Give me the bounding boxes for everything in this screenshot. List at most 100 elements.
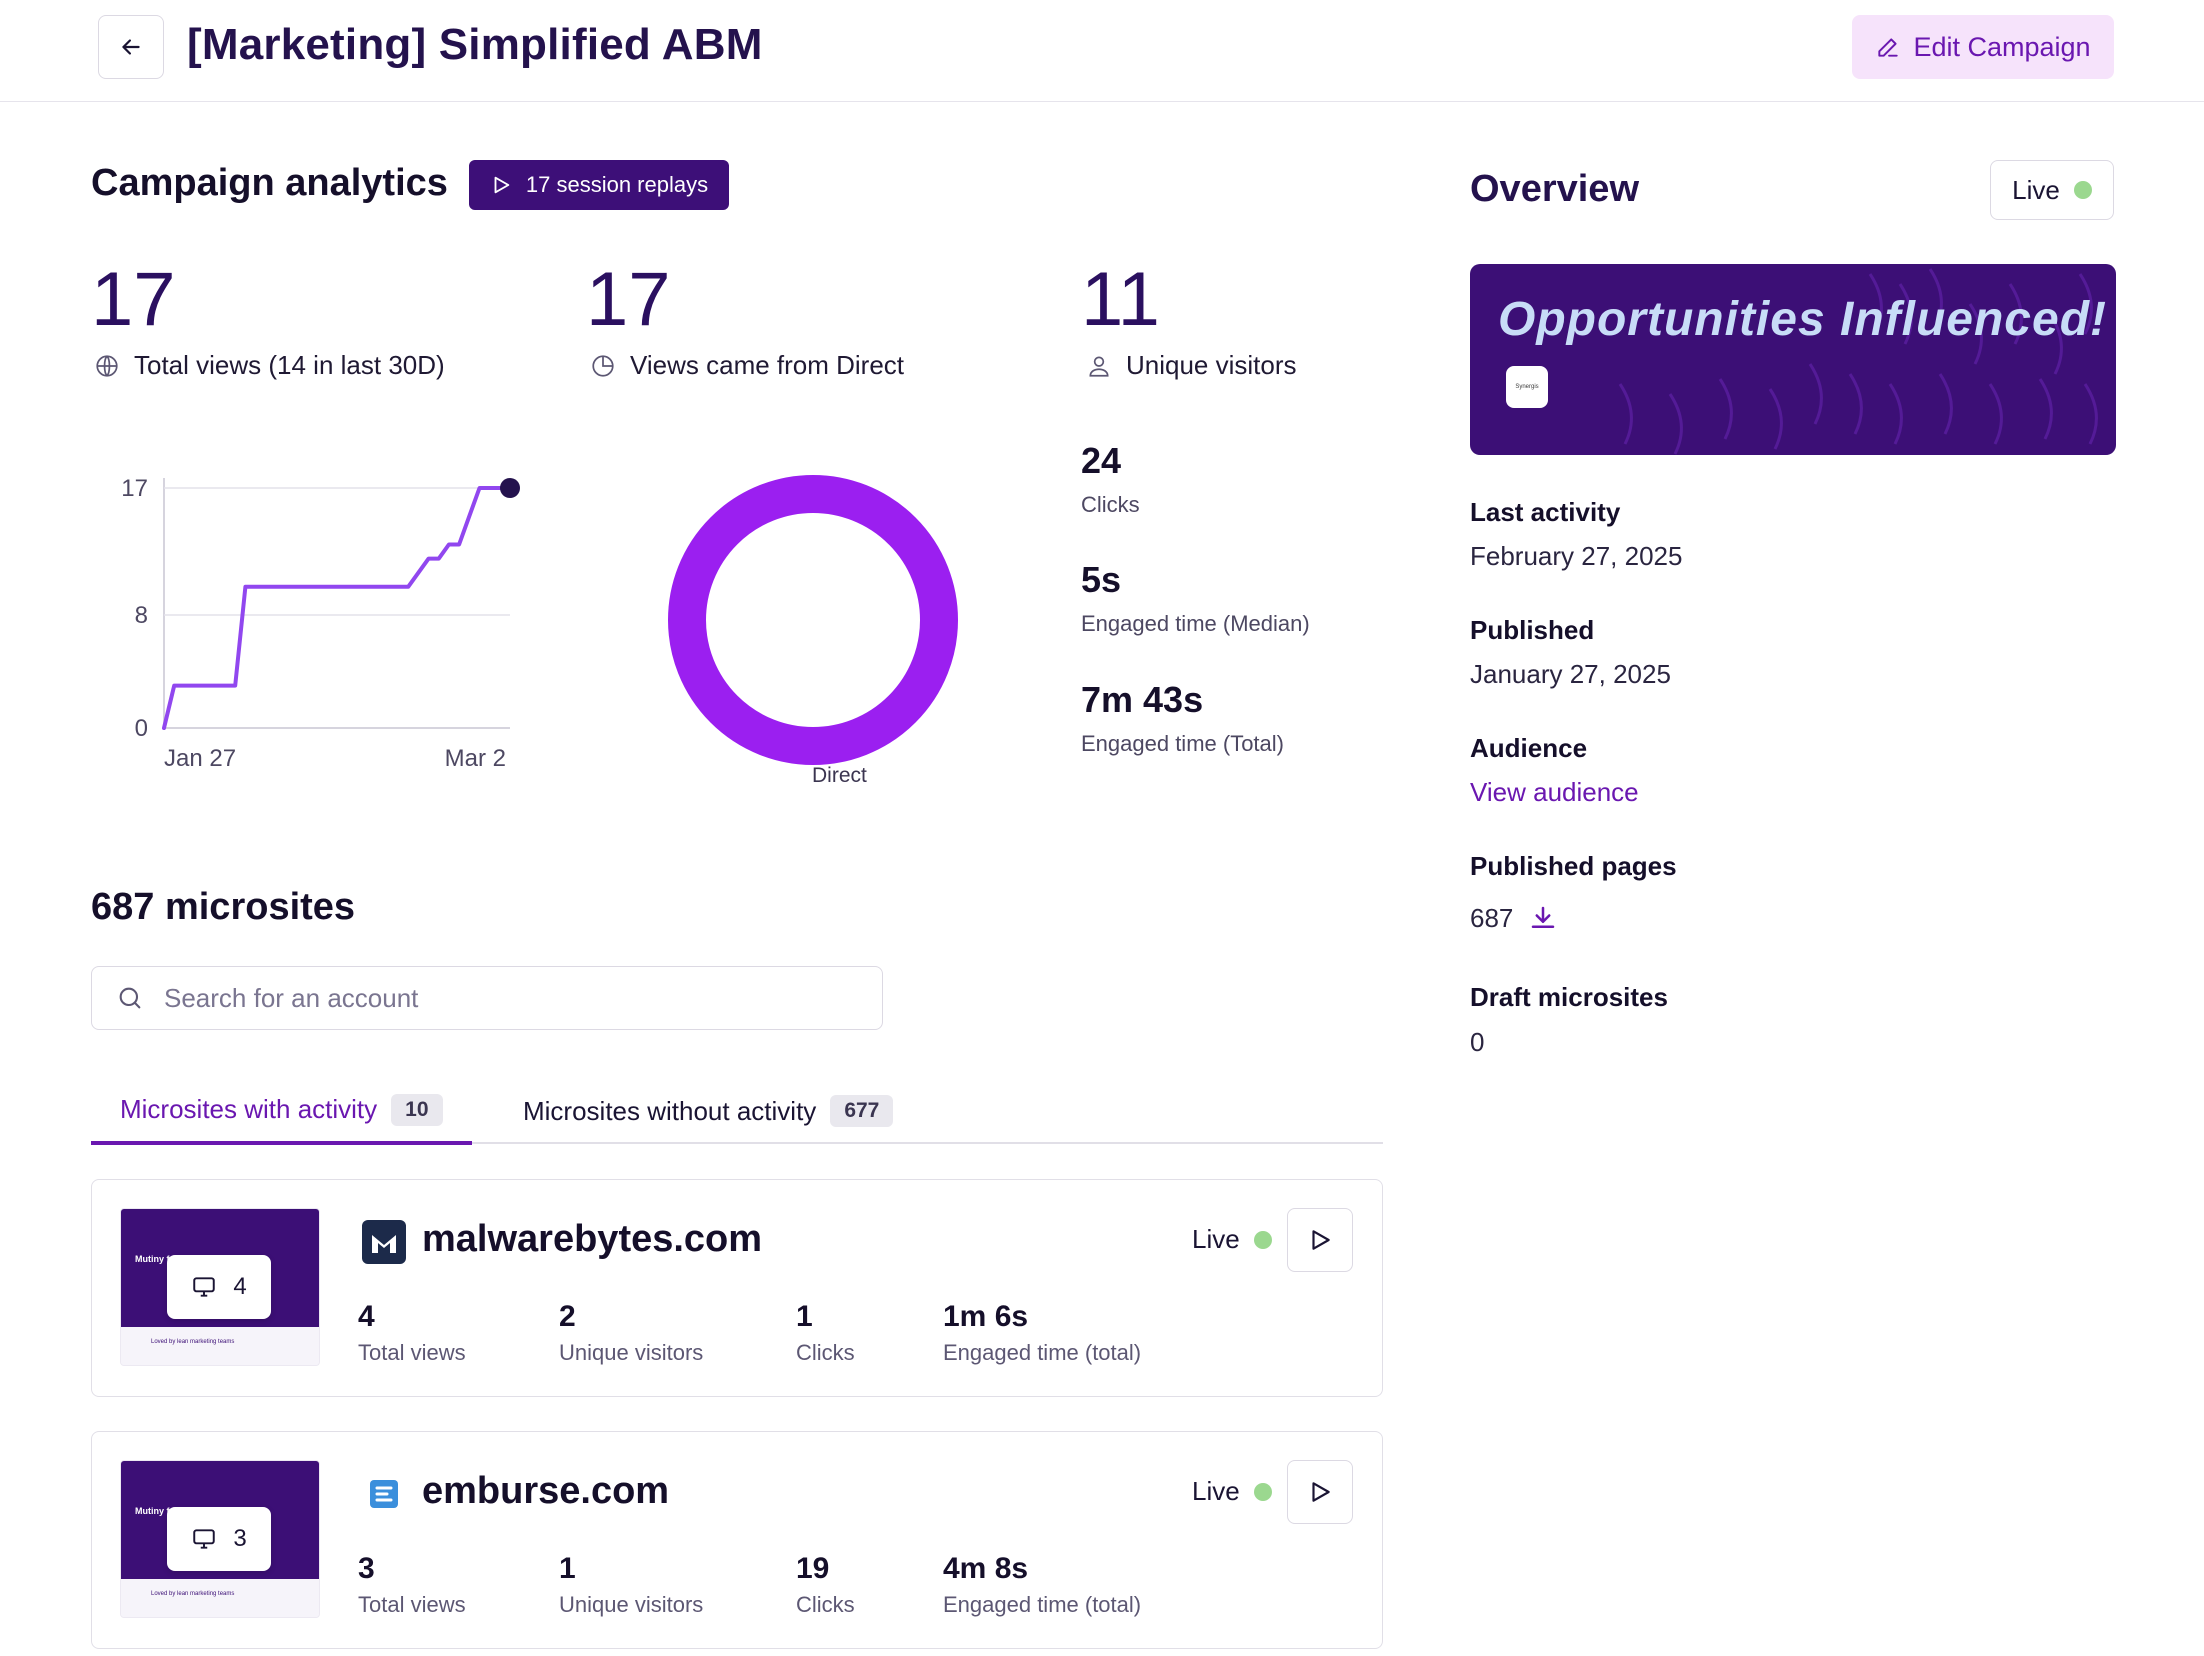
pie-clock-icon [592, 354, 614, 377]
tab-with-activity-label: Microsites with activity [120, 1094, 378, 1124]
donut-slice-label: Direct [812, 764, 867, 787]
direct-views-value: 17 [586, 257, 671, 342]
user-icon [1089, 355, 1109, 377]
malwarebytes-m-icon [372, 1235, 396, 1253]
microsite-engaged-time: 1m 6s [943, 1300, 1029, 1333]
published-pages-value: 687 [1470, 903, 1514, 933]
monitor-icon [193, 1277, 216, 1297]
microsite-thumbnail[interactable]: Mutiny fo Loved by lean marketing teams … [120, 1460, 320, 1618]
total-views-stat: Total views (14 in last 30D) [94, 350, 445, 381]
screen-count-badge: 4 [167, 1255, 271, 1319]
microsite-engaged-time: 4m 8s [943, 1552, 1029, 1585]
views-line-chart: 0 8 17 Jan 27 Mar 2 [121, 475, 520, 772]
microsite-status: Live [1192, 1476, 1272, 1507]
arrow-left-icon [122, 39, 140, 55]
microsite-thumbnail[interactable]: Mutiny fo Loved by lean marketing teams … [120, 1208, 320, 1366]
donut-slice [668, 475, 958, 765]
play-icon [494, 176, 510, 194]
direct-views-label: Views came from Direct [630, 350, 905, 380]
status-label: Live [1192, 1224, 1240, 1254]
last-activity-label: Last activity [1470, 497, 1621, 527]
engaged-median-label: Engaged time (Median) [1081, 611, 1310, 636]
session-replays-button[interactable]: 17 session replays [469, 160, 729, 210]
microsite-card[interactable]: Mutiny fo Loved by lean marketing teams … [91, 1431, 1383, 1649]
published-value: January 27, 2025 [1470, 659, 1671, 689]
download-button[interactable] [1528, 903, 1558, 938]
replay-button[interactable] [1287, 1208, 1353, 1272]
microsite-status: Live [1192, 1224, 1272, 1255]
microsite-unique-visitors-label: Unique visitors [559, 1340, 704, 1365]
unique-visitors-value: 11 [1081, 257, 1160, 342]
analytics-title: Campaign analytics [91, 162, 448, 204]
direct-views-stat: Views came from Direct [590, 350, 904, 381]
tab-without-activity[interactable]: Microsites without activity 677 [523, 1078, 894, 1144]
draft-microsites-label: Draft microsites [1470, 982, 1668, 1012]
globe-icon [96, 354, 118, 377]
overview-title: Overview [1470, 168, 1639, 210]
microsite-card[interactable]: Mutiny fo Loved by lean marketing teams … [91, 1179, 1383, 1397]
x-tick-label: Jan 27 [164, 745, 236, 772]
microsites-title: 687 microsites [91, 886, 356, 928]
microsite-total-views-label: Total views [358, 1340, 466, 1365]
audience-label: Audience [1470, 733, 1588, 763]
microsite-unique-visitors-label: Unique visitors [559, 1592, 704, 1617]
microsite-total-views: 4 [358, 1300, 375, 1333]
microsite-clicks-label: Clicks [796, 1340, 855, 1365]
engaged-total-value: 7m 43s [1081, 679, 1204, 720]
edit-campaign-button[interactable]: Edit Campaign [1852, 15, 2114, 79]
monitor-icon [193, 1529, 216, 1549]
live-dot [1253, 1482, 1272, 1501]
microsite-unique-visitors: 2 [559, 1300, 576, 1333]
engaged-median-value: 5s [1081, 559, 1122, 600]
series-line [162, 486, 512, 730]
microsite-clicks: 1 [796, 1300, 813, 1333]
y-tick-label: 0 [135, 715, 148, 742]
screen-count: 3 [233, 1525, 247, 1552]
unique-visitors-label: Unique visitors [1126, 350, 1297, 380]
last-activity-value: February 27, 2025 [1470, 541, 1683, 571]
banner-pattern [1618, 268, 2098, 455]
microsite-total-views: 3 [358, 1552, 375, 1585]
microsite-engaged-time-label: Engaged time (total) [943, 1340, 1142, 1365]
search-input[interactable] [164, 982, 844, 1014]
emburse-e-icon [370, 1480, 398, 1508]
clicks-label: Clicks [1081, 492, 1140, 517]
live-dot [2073, 181, 2092, 199]
source-donut-chart [668, 475, 958, 765]
microsite-domain[interactable]: malwarebytes.com [422, 1218, 763, 1260]
play-icon [1312, 1230, 1330, 1250]
microsite-domain[interactable]: emburse.com [422, 1470, 670, 1512]
published-label: Published [1470, 615, 1595, 645]
tab-with-activity-count: 10 [391, 1093, 443, 1126]
thumbnail-headline: Mutiny fo [135, 1254, 175, 1264]
y-tick-label: 8 [135, 602, 148, 629]
engaged-total-label: Engaged time (Total) [1081, 731, 1284, 756]
replay-button[interactable] [1287, 1460, 1353, 1524]
account-search[interactable] [91, 966, 883, 1030]
total-views-value: 17 [91, 257, 176, 342]
page-title: [Marketing] Simplified ABM [187, 20, 763, 69]
clicks-value: 24 [1081, 440, 1122, 481]
draft-microsites-value: 0 [1470, 1027, 1485, 1057]
campaign-banner: Opportunities Influenced! Synergis [1470, 264, 2116, 455]
microsite-unique-visitors: 1 [559, 1552, 576, 1585]
campaign-status-label: Live [2012, 174, 2060, 205]
emburse-logo [362, 1472, 406, 1516]
edit-campaign-label: Edit Campaign [1913, 31, 2091, 62]
thumbnail-strip: Loved by lean marketing teams [151, 1339, 235, 1345]
screen-count-badge: 3 [167, 1507, 271, 1571]
view-audience-link[interactable]: View audience [1470, 777, 1639, 807]
thumbnail-headline: Mutiny fo [135, 1506, 175, 1516]
microsite-tabs: Microsites with activity 10 Microsites w… [91, 1078, 1383, 1145]
live-dot [1253, 1230, 1272, 1249]
microsite-clicks-label: Clicks [796, 1592, 855, 1617]
search-icon [119, 987, 141, 1009]
back-button[interactable] [98, 15, 164, 79]
play-icon [1312, 1482, 1330, 1502]
tab-with-activity[interactable]: Microsites with activity 10 [91, 1078, 472, 1145]
x-tick-label: Mar 2 [445, 745, 506, 772]
download-icon [1531, 906, 1555, 928]
status-label: Live [1192, 1476, 1240, 1506]
microsite-total-views-label: Total views [358, 1592, 466, 1617]
screen-count: 4 [233, 1273, 247, 1300]
